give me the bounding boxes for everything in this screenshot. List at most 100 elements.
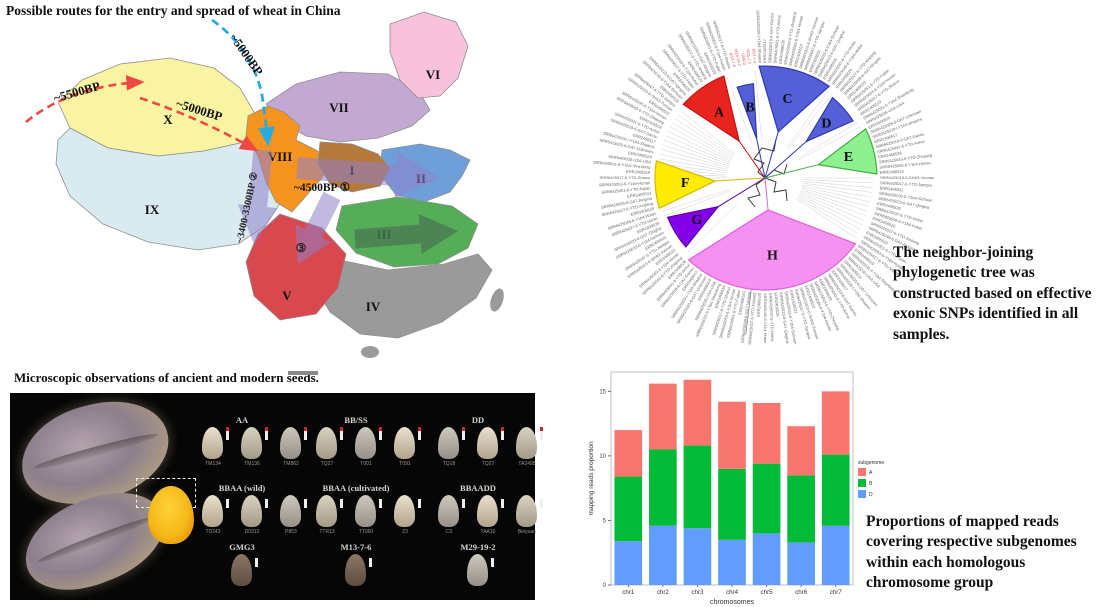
seed-thumbnail: Beiyuan [516, 495, 546, 541]
seed-group-label: DD [471, 415, 485, 425]
seeds-title: Microscopic observations of ancient and … [14, 370, 319, 385]
tree-tip-label: SRR6425053-6-Y1b4-Hunan [599, 180, 651, 187]
bar-segment-D-chr2 [649, 525, 677, 585]
annotation-circle3: ③ [296, 241, 307, 255]
tree-clade-connector-C [764, 131, 779, 179]
seed-accession-label: TQ27 [481, 461, 495, 467]
tree-center-topology [747, 138, 788, 208]
tree-tip-label: ERR2406528 [878, 150, 903, 159]
tree-branch [680, 110, 736, 155]
bar-segment-A-chr6 [787, 426, 815, 476]
seed-group-label: AA [235, 415, 249, 425]
seed-thumbnail: TQ18 [438, 427, 468, 473]
tree-branch [800, 191, 867, 217]
bar-segment-D-chr4 [718, 539, 746, 585]
seed-accession-label: TM862 [283, 461, 299, 467]
tree-branch [798, 195, 861, 230]
phylogenetic-tree: SRR6425017-6-YTD-ShanxiERR2406519SRR6425… [593, 10, 935, 345]
tree-clade-A [682, 75, 741, 143]
tree-branch [674, 118, 734, 158]
bar-segment-D-chr5 [752, 533, 781, 585]
tree-branch [662, 144, 729, 167]
bar-segment-D-chr3 [683, 528, 712, 585]
tree-clade-connector-A [738, 140, 766, 179]
tree-branch [799, 194, 863, 226]
map-region-IV [313, 253, 493, 339]
tree-branch [667, 130, 731, 162]
tree-tip-label: SRR6425029-I-Y1b4-Shaanxi [755, 10, 762, 63]
seed-thumbnail: TM134 [202, 427, 232, 473]
x-tick-label: chr2 [657, 589, 670, 596]
seed-group-label: BBAA (wild) [218, 483, 266, 493]
tree-clade-label-A: A [714, 105, 725, 120]
bar-segment-B-chr3 [683, 445, 712, 529]
tree-tip-label: ERR2406520 [756, 292, 762, 317]
bar-segment-A-chr7 [821, 391, 850, 455]
y-tick-label: 10 [599, 454, 606, 460]
seed-thumbnail: Z3 [394, 495, 424, 541]
tree-tip-label: ERR2406531 [789, 289, 799, 314]
seed-group-label: BB/SS [344, 415, 368, 425]
tree-tip-label: ERR2406526 [773, 292, 780, 317]
bar-segment-A-chr4 [718, 401, 746, 469]
tree-branch [669, 126, 732, 161]
y-tick-label: 15 [599, 389, 606, 395]
seed-thumbnail [467, 554, 497, 600]
tree-tip-label: ERR2406531 [879, 185, 904, 192]
route-red-west [25, 75, 145, 124]
tree-clade-B [736, 83, 758, 140]
x-axis-title: chromosomes [710, 599, 754, 606]
tree-tip-label: SRR6425027-6-YTD-Xinjiang [747, 292, 757, 345]
bar-segment-A-chr2 [649, 383, 677, 450]
seed-accession-label: TTR13 [319, 529, 335, 535]
tree-clade-label-G: G [691, 213, 702, 228]
tree-tip-label: SRR6425031-6-Y1b4-Shandong [593, 160, 651, 170]
seed-accession-label: TM136 [244, 461, 260, 467]
seed-thumbnail: TM862 [280, 427, 310, 473]
y-axis-title: mapping reads proportion [588, 441, 595, 515]
tree-tip-label: ERR2406528 [778, 39, 786, 64]
legend-label-A: A [869, 470, 873, 476]
tree-branch [662, 189, 729, 212]
tree-tip-label: SRR6425039-6-GA7-Ningxia [740, 291, 752, 344]
tree-branch [686, 204, 738, 253]
map-region-label-IV: IV [366, 299, 381, 314]
tree-branch [801, 189, 868, 212]
spread-arrow-1 [296, 151, 440, 198]
tree-branch [665, 135, 731, 164]
tree-tip-label: M25-1-2 [746, 49, 753, 65]
tree-branch [801, 186, 871, 203]
seed-thumbnail: TAA10 [477, 495, 507, 541]
tree-branch [802, 181, 873, 188]
bar-segment-B-chr2 [649, 449, 677, 526]
tree-clade-connector-B [756, 138, 766, 179]
seed-group-label: M13-7-6 [340, 542, 372, 552]
x-tick-label: chr5 [761, 589, 774, 596]
seed-thumbnail: T001 [355, 427, 385, 473]
seed-thumbnail: TD243 [202, 495, 232, 541]
tree-branch [672, 122, 733, 159]
seed-thumbnail: P853 [280, 495, 310, 541]
tree-caption: The neighbor-joining phylogenetic tree w… [893, 244, 1092, 343]
spread-arrow-3 [295, 191, 341, 264]
tree-clade-G [666, 205, 720, 248]
tree-tip-label: SRR6425045-6-Y1b4-Henan [879, 160, 931, 170]
tree-clade-label-C: C [783, 92, 793, 107]
tree-clade-connector-H [764, 177, 769, 210]
tree-tip-label: SRR6425047-6-YTD-Jiangsu [880, 180, 932, 187]
tree-branch [801, 187, 870, 207]
y-tick-label: 5 [603, 518, 607, 524]
tree-tip-label: ERR2406522 [793, 42, 804, 67]
y-tick-label: 0 [603, 583, 607, 589]
seed-accession-label: D0312 [244, 529, 260, 535]
map-region-label-VI: VI [426, 67, 440, 82]
seed-thumbnail: TT060 [355, 495, 385, 541]
map-region-label-IX: IX [145, 202, 160, 217]
tree-clade-connector-G [717, 177, 766, 208]
map-region-label-X: X [163, 112, 173, 127]
seed-group-label: BBAADD [460, 483, 496, 493]
seed-group-label: M29-19-2 [460, 542, 496, 552]
tree-branch [797, 197, 858, 234]
seed-accession-label: T091 [399, 461, 411, 467]
